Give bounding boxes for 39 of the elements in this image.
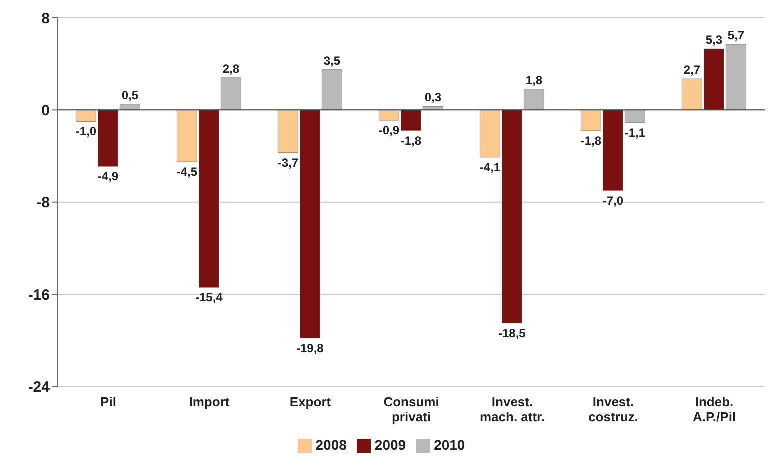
legend-label: 2008: [316, 436, 347, 453]
y-tick-label: 0: [42, 102, 50, 120]
y-tick-label: 8: [42, 10, 50, 28]
x-tick-label: Invest. costruz.: [588, 394, 638, 425]
x-tick-label: Export: [290, 394, 332, 410]
data-label: -18,5: [498, 326, 526, 340]
y-tick-label: -16: [28, 286, 50, 304]
x-tick-label: Indeb. A.P./Pil: [692, 394, 736, 425]
legend-label: 2010: [434, 436, 466, 453]
data-label: 5,3: [706, 33, 723, 48]
data-label: 0,5: [122, 88, 139, 102]
data-label: -19,8: [296, 341, 324, 356]
y-tick-label: -8: [36, 194, 50, 212]
bar: [322, 70, 342, 110]
data-label: -1,8: [580, 134, 602, 148]
data-label: -15,4: [196, 290, 224, 305]
x-tick-label: Invest. mach. attr.: [480, 394, 546, 425]
bar: [220, 78, 242, 110]
data-label: 2,8: [222, 62, 240, 76]
data-label: -7,0: [602, 194, 624, 208]
data-label: -0,9: [378, 124, 400, 138]
x-tick-label: Consumi privati: [384, 394, 440, 425]
data-label: 1,8: [526, 73, 543, 88]
x-tick-label: Pil: [100, 394, 116, 410]
bar: [524, 89, 544, 110]
data-label: 0,3: [424, 90, 442, 105]
data-label: -1,0: [76, 124, 97, 139]
y-tick-label: -24: [28, 379, 51, 396]
data-label: 2,7: [684, 63, 701, 78]
data-label: -4,1: [480, 160, 501, 174]
data-label: 5,7: [728, 28, 745, 42]
legend-label: 2009: [374, 436, 406, 453]
data-label: -1,8: [400, 134, 422, 148]
x-tick-label: Import: [189, 394, 230, 410]
data-label: -1,1: [624, 126, 646, 140]
data-label: 3,5: [324, 54, 341, 68]
data-label: -4,5: [176, 165, 198, 180]
data-label: -4,9: [98, 170, 119, 184]
data-label: -3,7: [278, 156, 299, 170]
